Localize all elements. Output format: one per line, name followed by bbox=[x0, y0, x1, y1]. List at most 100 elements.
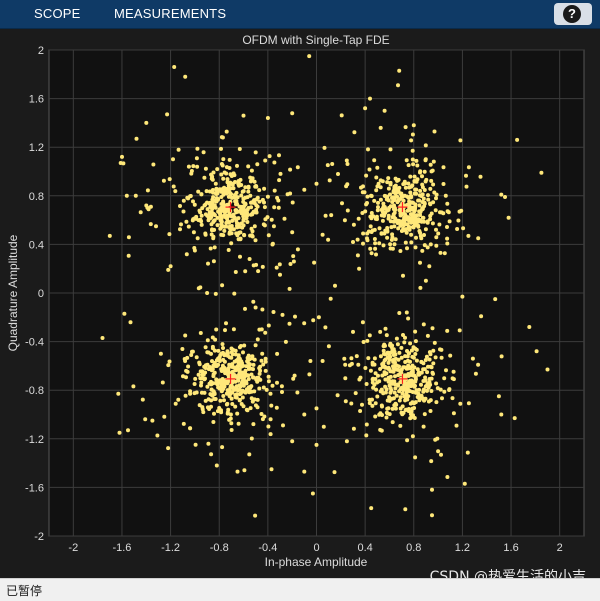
data-point bbox=[428, 409, 433, 413]
data-point bbox=[456, 218, 461, 223]
data-point bbox=[409, 138, 414, 143]
data-point bbox=[439, 452, 443, 457]
data-point bbox=[117, 430, 122, 435]
data-point bbox=[390, 246, 395, 251]
data-point bbox=[370, 380, 375, 385]
data-point bbox=[425, 388, 429, 393]
data-point bbox=[396, 226, 401, 231]
data-point bbox=[193, 376, 198, 381]
data-point bbox=[290, 439, 295, 444]
data-point bbox=[280, 390, 284, 394]
data-point bbox=[236, 222, 241, 226]
data-point bbox=[367, 401, 372, 406]
data-point bbox=[196, 189, 201, 194]
data-point bbox=[186, 364, 191, 369]
data-point bbox=[403, 240, 408, 245]
constellation-plot[interactable]: -2 -1.6 -1.2 -0.8 -0.4 0 0.4 0.8 1.2 1.6 2 2 1.6 1.2… bbox=[0, 29, 600, 578]
data-point bbox=[231, 372, 236, 377]
data-point bbox=[220, 283, 225, 288]
data-point bbox=[390, 406, 395, 411]
data-point bbox=[320, 232, 325, 237]
data-point bbox=[144, 203, 149, 208]
data-point bbox=[210, 346, 215, 351]
data-point bbox=[410, 132, 415, 137]
data-point bbox=[374, 387, 379, 392]
data-point bbox=[367, 333, 372, 338]
data-point bbox=[302, 321, 307, 326]
data-point bbox=[402, 340, 407, 345]
data-point bbox=[409, 194, 414, 199]
data-point bbox=[369, 193, 373, 198]
data-point bbox=[434, 381, 439, 386]
data-point bbox=[215, 223, 220, 228]
data-point bbox=[466, 233, 471, 238]
data-point bbox=[225, 177, 230, 182]
data-point bbox=[220, 366, 225, 371]
data-point bbox=[251, 375, 255, 380]
data-point bbox=[173, 189, 178, 194]
data-point bbox=[200, 405, 205, 410]
data-point bbox=[216, 385, 221, 390]
data-point bbox=[411, 162, 416, 167]
data-point bbox=[212, 213, 217, 218]
data-point bbox=[202, 377, 207, 382]
data-point bbox=[405, 246, 409, 251]
data-point bbox=[255, 397, 260, 402]
tab-scope[interactable]: SCOPE bbox=[34, 6, 81, 21]
data-point bbox=[351, 329, 355, 334]
data-point bbox=[436, 231, 441, 236]
data-point bbox=[272, 205, 277, 210]
data-point bbox=[241, 350, 245, 355]
data-point bbox=[278, 171, 283, 176]
data-point bbox=[205, 350, 210, 355]
data-point bbox=[385, 228, 390, 233]
data-point bbox=[250, 399, 255, 404]
data-point bbox=[527, 325, 532, 329]
data-point bbox=[333, 283, 337, 288]
data-point bbox=[302, 469, 307, 474]
data-point bbox=[183, 333, 188, 338]
data-point bbox=[232, 291, 237, 296]
data-point bbox=[248, 212, 253, 217]
data-point bbox=[215, 409, 220, 414]
data-point bbox=[253, 513, 258, 518]
data-point bbox=[419, 382, 423, 387]
data-point bbox=[217, 210, 222, 215]
tab-measurements[interactable]: MEASUREMENTS bbox=[114, 6, 227, 21]
data-point bbox=[391, 369, 396, 374]
y-tick-label: -0.8 bbox=[25, 385, 44, 397]
data-point bbox=[388, 219, 393, 224]
data-point bbox=[215, 215, 220, 220]
data-point bbox=[336, 172, 340, 176]
data-point bbox=[219, 146, 223, 151]
data-point bbox=[448, 353, 453, 358]
help-button[interactable]: ? bbox=[554, 3, 592, 25]
data-point bbox=[451, 411, 456, 416]
data-point bbox=[251, 263, 256, 268]
data-point bbox=[388, 180, 393, 185]
data-point bbox=[430, 221, 435, 226]
data-point bbox=[213, 397, 218, 401]
data-point bbox=[424, 354, 429, 359]
data-point bbox=[226, 248, 231, 252]
data-point bbox=[386, 365, 391, 370]
data-point bbox=[214, 192, 219, 196]
data-point bbox=[263, 368, 268, 373]
data-point bbox=[198, 331, 203, 335]
data-point bbox=[423, 157, 428, 162]
data-point bbox=[236, 182, 241, 187]
data-point bbox=[428, 201, 432, 206]
data-point bbox=[280, 312, 285, 317]
data-point bbox=[404, 391, 409, 396]
data-point bbox=[434, 192, 439, 197]
data-point bbox=[420, 206, 425, 211]
data-point bbox=[351, 222, 356, 227]
data-point bbox=[239, 359, 244, 364]
data-point bbox=[406, 215, 411, 220]
data-point bbox=[390, 232, 395, 237]
data-point bbox=[397, 68, 402, 73]
data-point bbox=[314, 442, 319, 447]
data-point bbox=[270, 241, 275, 246]
data-point bbox=[416, 391, 421, 396]
data-point bbox=[404, 310, 409, 315]
